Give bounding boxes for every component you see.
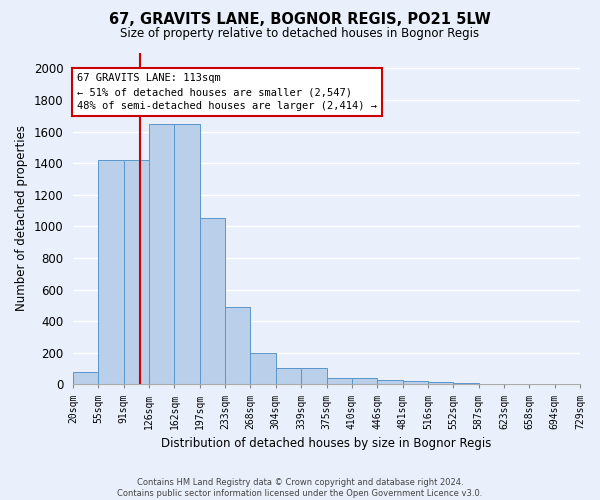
Bar	[352, 378, 377, 384]
Bar	[453, 383, 479, 384]
Bar	[124, 160, 149, 384]
Text: Size of property relative to detached houses in Bognor Regis: Size of property relative to detached ho…	[121, 28, 479, 40]
Bar	[403, 381, 428, 384]
Text: 67 GRAVITS LANE: 113sqm
← 51% of detached houses are smaller (2,547)
48% of semi: 67 GRAVITS LANE: 113sqm ← 51% of detache…	[77, 73, 377, 111]
Bar	[98, 160, 124, 384]
Bar	[326, 378, 352, 384]
Bar	[377, 380, 403, 384]
Bar	[200, 218, 225, 384]
Bar	[428, 382, 453, 384]
Bar	[225, 307, 250, 384]
Text: Contains HM Land Registry data © Crown copyright and database right 2024.
Contai: Contains HM Land Registry data © Crown c…	[118, 478, 482, 498]
Bar	[175, 124, 200, 384]
Y-axis label: Number of detached properties: Number of detached properties	[15, 126, 28, 312]
X-axis label: Distribution of detached houses by size in Bognor Regis: Distribution of detached houses by size …	[161, 437, 492, 450]
Bar	[276, 368, 301, 384]
Bar	[149, 124, 175, 384]
Bar	[73, 372, 98, 384]
Bar	[250, 353, 276, 384]
Text: 67, GRAVITS LANE, BOGNOR REGIS, PO21 5LW: 67, GRAVITS LANE, BOGNOR REGIS, PO21 5LW	[109, 12, 491, 28]
Bar	[301, 368, 326, 384]
